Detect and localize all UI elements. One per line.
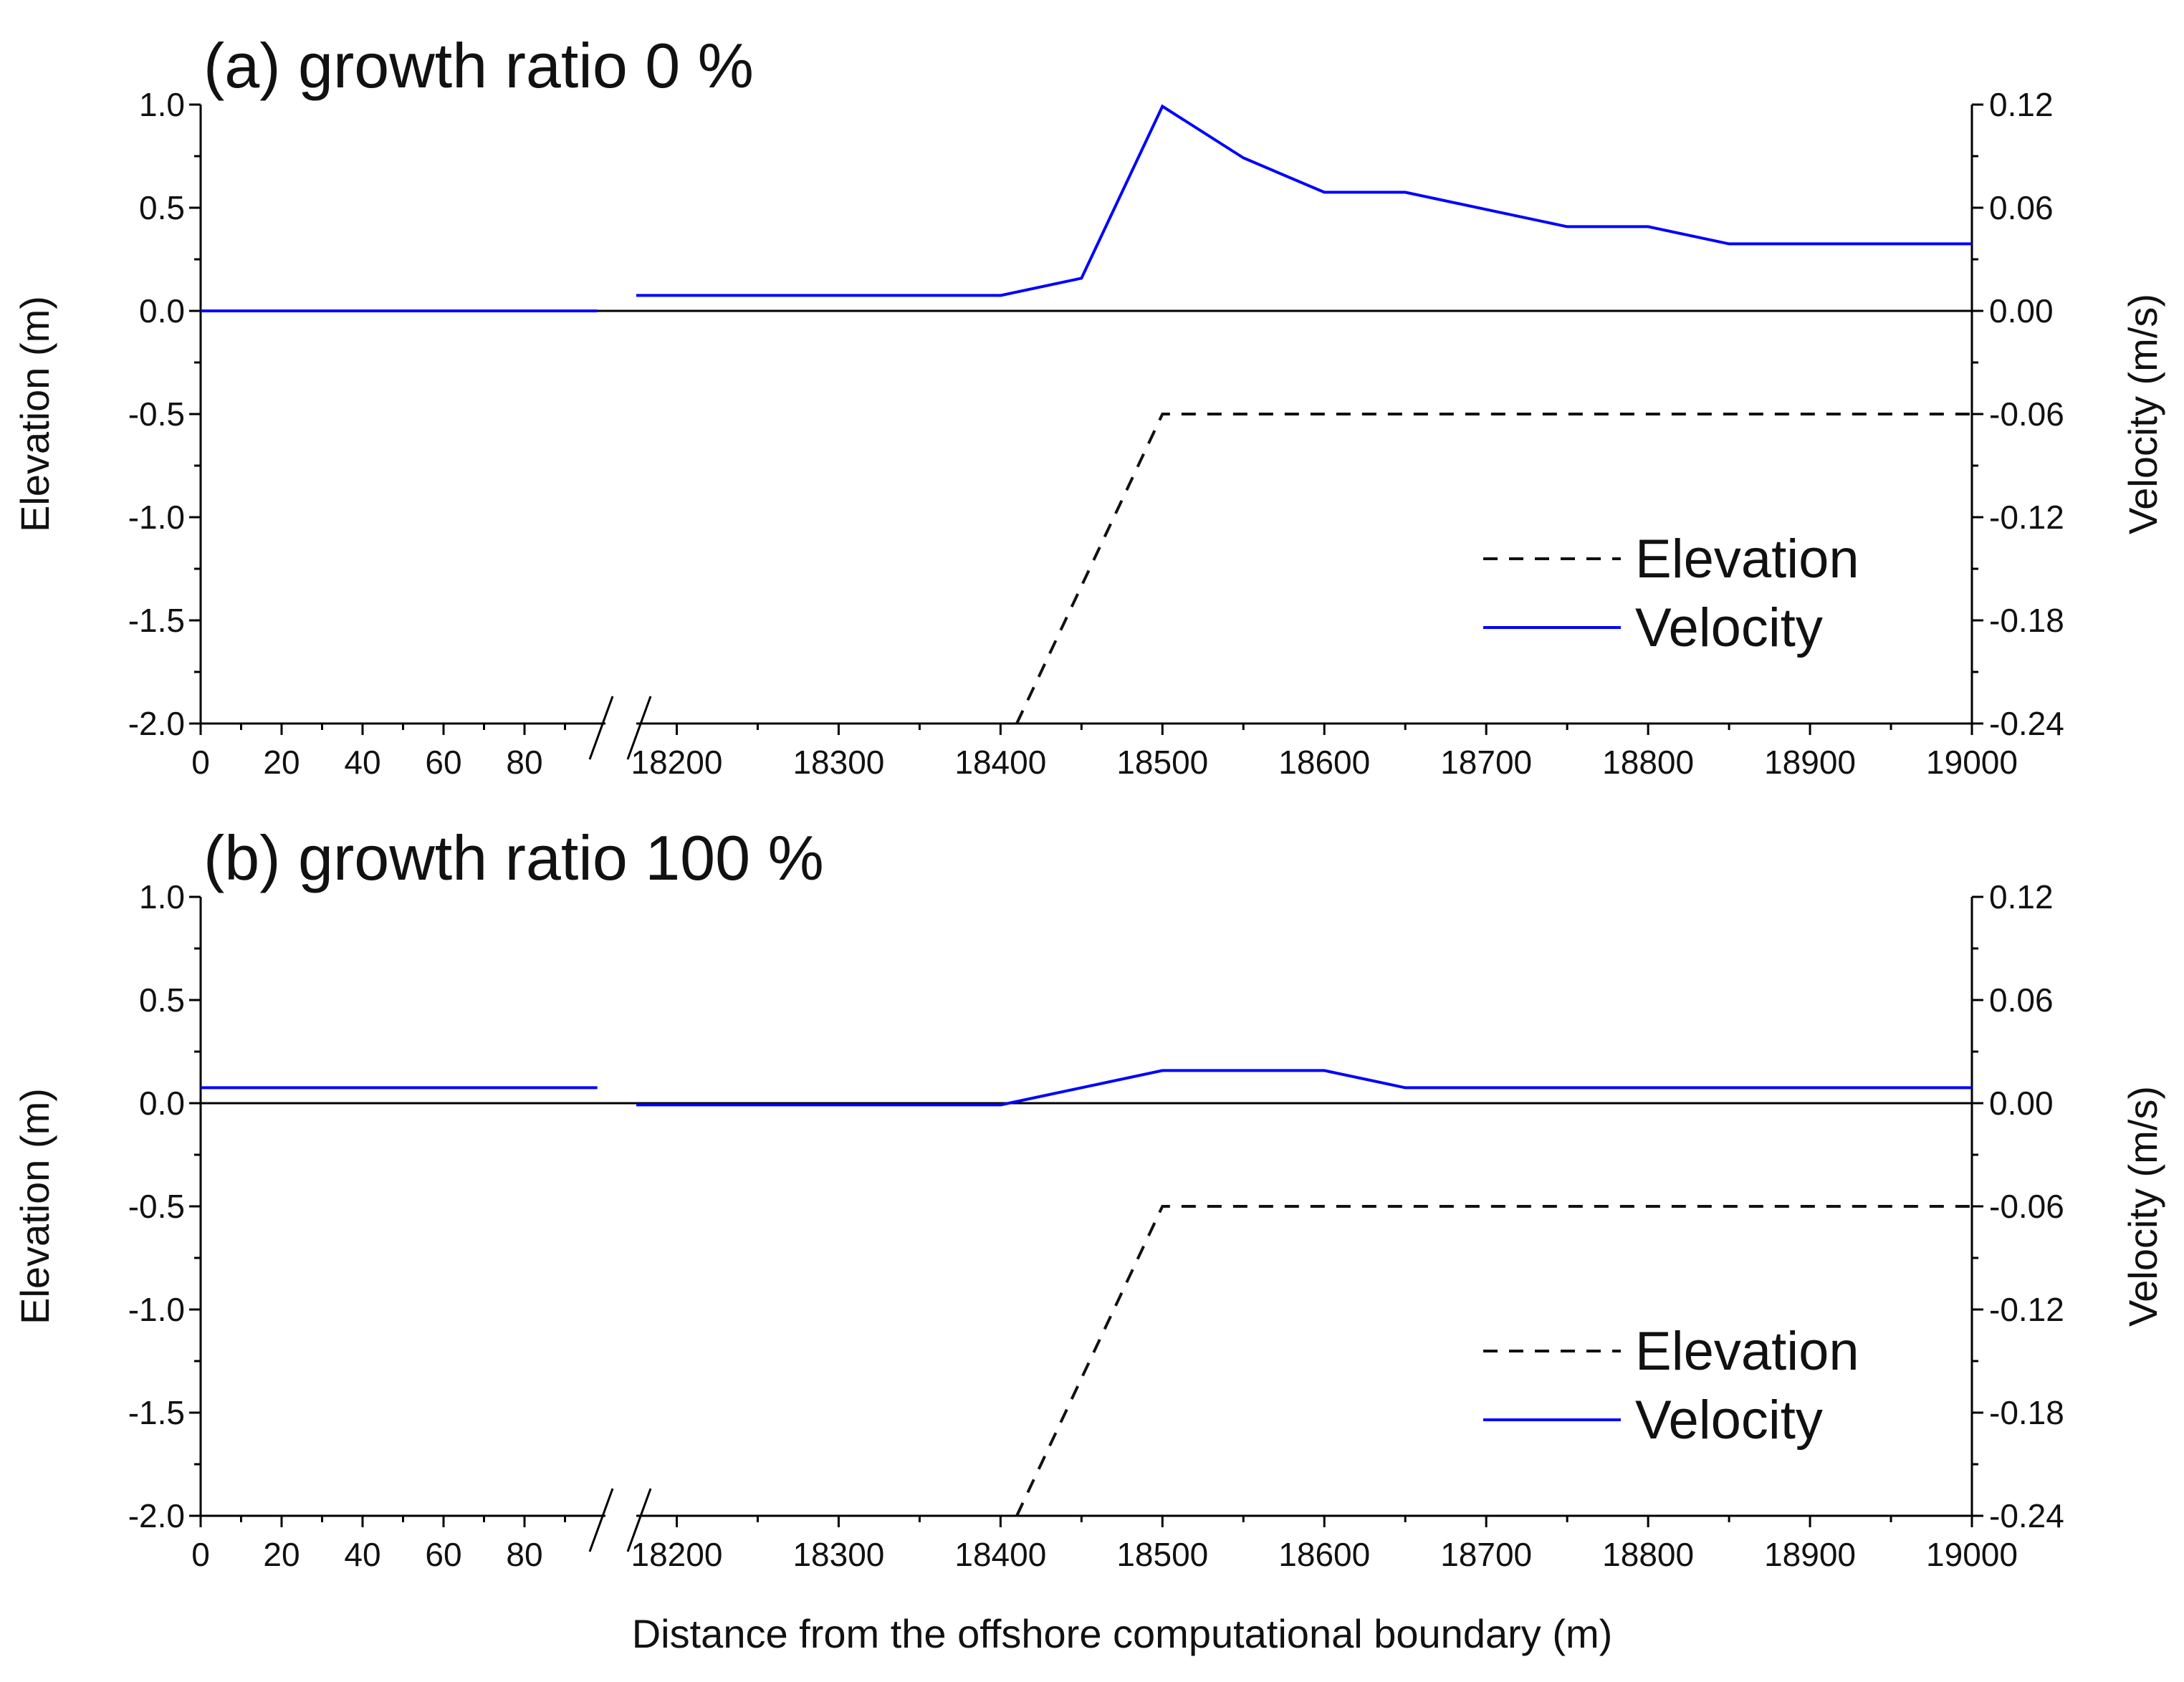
x-tick-label: 18300 — [792, 1536, 884, 1573]
y-tick-label: 1.0 — [139, 878, 185, 916]
y-tick-label: 1.0 — [139, 86, 185, 123]
y2-tick-label: 0.06 — [1989, 981, 2054, 1019]
panel-title: (a) growth ratio 0 % — [203, 30, 754, 101]
x-tick-label: 18500 — [1116, 1536, 1208, 1573]
velocity-line-segment-2 — [636, 1069, 1972, 1107]
x-tick-label: 20 — [263, 1536, 300, 1573]
x-tick-label: 18700 — [1440, 744, 1532, 781]
axis-break-mark — [588, 1488, 614, 1552]
y-tick-label: -1.0 — [128, 499, 185, 536]
legend-label-velocity: Velocity — [1635, 597, 1823, 658]
y-tick-label: -1.0 — [128, 1291, 185, 1328]
y-tick-label: -1.5 — [128, 1394, 185, 1431]
y2-tick-label: -0.06 — [1989, 395, 2064, 433]
axis-break-mark — [588, 696, 614, 760]
elevation-line — [1015, 413, 1972, 724]
x-tick-label: 18400 — [954, 744, 1046, 781]
y2-tick-label: -0.06 — [1989, 1188, 2064, 1225]
x-tick-label: 80 — [506, 1536, 542, 1573]
y2-tick-label: 0.06 — [1989, 189, 2054, 226]
elevation-line — [1015, 1205, 1972, 1517]
x-axis-label: Distance from the offshore computational… — [632, 1611, 1613, 1656]
y-tick-label: -0.5 — [128, 1188, 185, 1225]
y2-axis-label: Velocity (m/s) — [2120, 1086, 2165, 1327]
axis-break-mark — [626, 1488, 652, 1552]
y-axis-label: Elevation (m) — [12, 296, 57, 532]
velocity-line-segment-2 — [636, 104, 1972, 297]
x-tick-label: 18800 — [1602, 1536, 1694, 1573]
x-tick-label: 18800 — [1602, 744, 1694, 781]
x-tick-label: 40 — [344, 744, 380, 781]
x-tick-label: 19000 — [1926, 744, 2018, 781]
y2-tick-label: -0.18 — [1989, 602, 2064, 639]
y2-tick-label: -0.24 — [1989, 705, 2064, 742]
y-axis-label: Elevation (m) — [12, 1088, 57, 1325]
x-tick-label: 18600 — [1278, 1536, 1370, 1573]
y2-tick-label: -0.12 — [1989, 1291, 2064, 1328]
x-tick-label: 40 — [344, 1536, 380, 1573]
legend-label-elevation: Elevation — [1635, 529, 1859, 590]
legend-label-velocity: Velocity — [1635, 1390, 1823, 1451]
panel-title: (b) growth ratio 100 % — [203, 822, 824, 893]
x-tick-label: 19000 — [1926, 1536, 2018, 1573]
y-tick-label: -0.5 — [128, 395, 185, 433]
axis-break-mark — [626, 696, 652, 760]
x-tick-label: 18900 — [1764, 744, 1856, 781]
x-tick-label: 20 — [263, 744, 300, 781]
y2-axis-label: Velocity (m/s) — [2120, 294, 2165, 534]
panel-a: (a) growth ratio 0 % 1.0 0.5 0.0 -0.5 -1.0 -1.… — [12, 30, 2165, 781]
y2-tick-label: 0.00 — [1989, 292, 2054, 330]
x-tick-label: 18900 — [1764, 1536, 1856, 1573]
y-tick-label: -2.0 — [128, 705, 185, 742]
x-tick-label: 60 — [425, 744, 461, 781]
panel-b: (b) growth ratio 100 % 1.0 0.5 0.0 -0.5 -1.0 -… — [12, 822, 2165, 1573]
y-tick-label: 0.0 — [139, 1085, 185, 1122]
y-tick-label: 0.5 — [139, 981, 185, 1019]
x-tick-label: 18300 — [792, 744, 884, 781]
y2-tick-label: 0.00 — [1989, 1085, 2054, 1122]
legend-label-elevation: Elevation — [1635, 1321, 1859, 1382]
x-tick-label: 80 — [506, 744, 542, 781]
y-tick-label: -1.5 — [128, 602, 185, 639]
x-tick-label: 18200 — [631, 1536, 723, 1573]
y-tick-label: 0.5 — [139, 189, 185, 226]
y2-tick-label: 0.12 — [1989, 86, 2054, 123]
x-tick-label: 18700 — [1440, 1536, 1532, 1573]
x-tick-label: 18400 — [954, 1536, 1046, 1573]
x-tick-label: 0 — [191, 1536, 210, 1573]
x-tick-label: 18600 — [1278, 744, 1370, 781]
x-tick-label: 60 — [425, 1536, 461, 1573]
y2-tick-label: -0.24 — [1989, 1497, 2064, 1534]
y2-tick-label: 0.12 — [1989, 878, 2054, 916]
x-tick-label: 18500 — [1116, 744, 1208, 781]
y2-tick-label: -0.12 — [1989, 499, 2064, 536]
x-tick-label: 0 — [191, 744, 210, 781]
x-tick-label: 18200 — [631, 744, 723, 781]
y2-tick-label: -0.18 — [1989, 1394, 2064, 1431]
y-tick-label: 0.0 — [139, 292, 185, 330]
y-tick-label: -2.0 — [128, 1497, 185, 1534]
